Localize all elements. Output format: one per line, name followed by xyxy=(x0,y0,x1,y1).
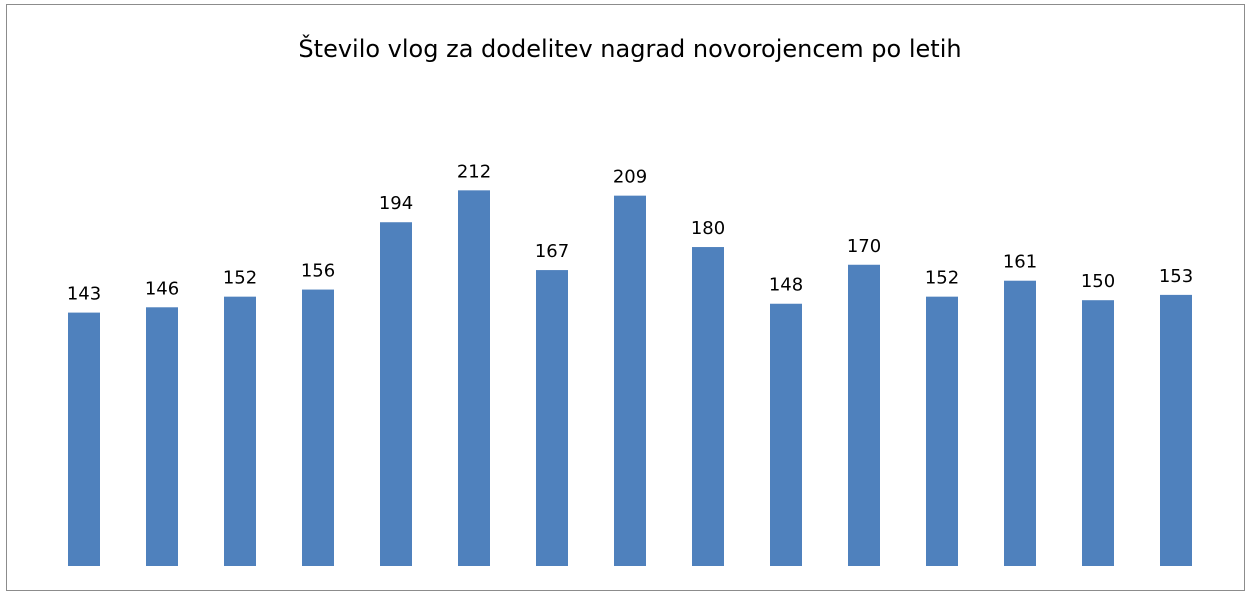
data-label: 156 xyxy=(301,261,335,282)
data-label: 180 xyxy=(691,218,725,239)
bar xyxy=(1004,280,1036,566)
data-label: 209 xyxy=(613,167,647,188)
data-label: 148 xyxy=(769,275,803,296)
data-label: 212 xyxy=(457,161,491,182)
bar xyxy=(68,312,100,566)
bar xyxy=(770,303,802,566)
bar xyxy=(1160,294,1192,566)
bar xyxy=(224,296,256,566)
bar xyxy=(380,222,412,566)
data-label: 150 xyxy=(1081,271,1115,292)
data-label: 153 xyxy=(1159,266,1193,287)
chart-title: Število vlog za dodelitev nagrad novoroj… xyxy=(298,33,961,63)
bar xyxy=(848,264,880,566)
bar xyxy=(458,190,490,566)
bar xyxy=(536,270,568,566)
data-label: 143 xyxy=(67,284,101,305)
bar xyxy=(146,307,178,566)
data-label: 194 xyxy=(379,193,413,214)
data-label: 161 xyxy=(1003,252,1037,273)
bar xyxy=(692,247,724,567)
data-label: 146 xyxy=(145,278,179,299)
bar xyxy=(614,195,646,567)
data-label: 167 xyxy=(535,241,569,262)
bar xyxy=(926,296,958,566)
data-label: 152 xyxy=(925,268,959,289)
bar xyxy=(1082,300,1114,566)
bar xyxy=(302,289,334,566)
data-label: 170 xyxy=(847,236,881,257)
data-label: 152 xyxy=(223,268,257,289)
